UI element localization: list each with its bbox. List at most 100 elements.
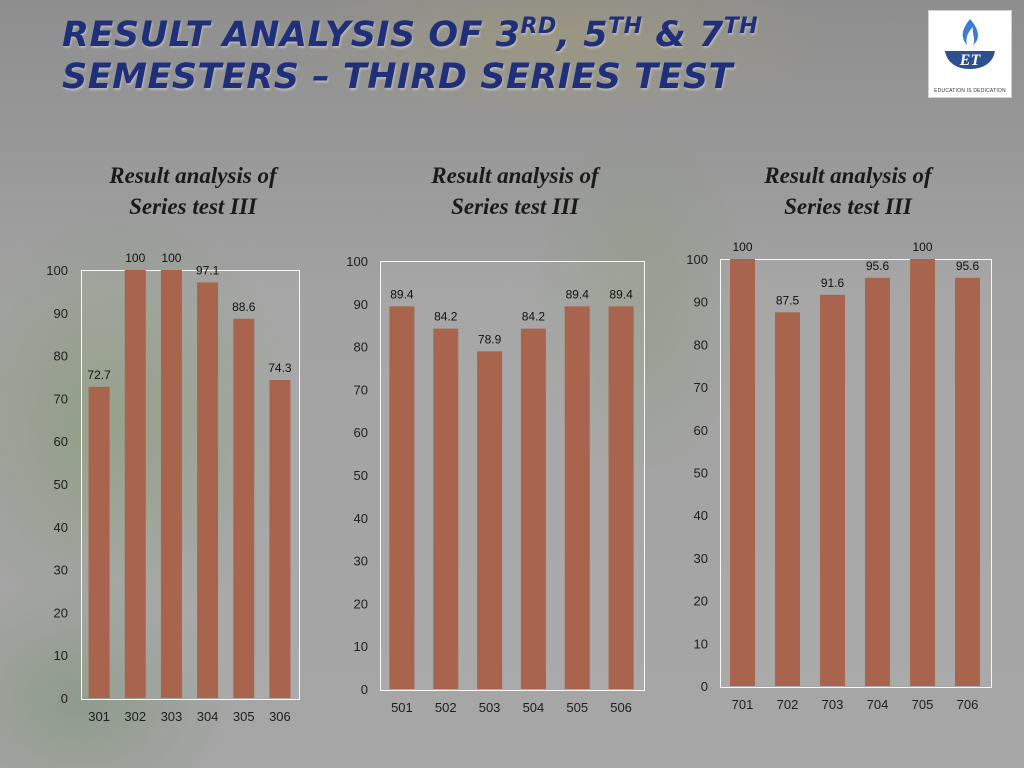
chart-2-x-tick-label-502: 502 bbox=[435, 700, 457, 715]
chart-1-title-line1: Result analysis of bbox=[109, 163, 277, 188]
chart-3-y-tick-label: 50 bbox=[694, 466, 708, 481]
chart-3-y-tick-label: 70 bbox=[694, 380, 708, 395]
chart-2-data-label-502: 84.2 bbox=[434, 310, 458, 324]
chart-1-data-label-302: 100 bbox=[125, 251, 145, 265]
chart-3-data-label-703: 91.6 bbox=[821, 276, 845, 290]
chart-2-y-tick-label: 100 bbox=[346, 254, 368, 269]
chart-2-data-label-504: 84.2 bbox=[522, 310, 546, 324]
chart-3-bar-703 bbox=[820, 294, 845, 686]
chart-3-x-tick-label-701: 701 bbox=[732, 697, 754, 712]
chart-1-y-tick-label: 10 bbox=[54, 648, 68, 663]
chart-3-data-label-701: 100 bbox=[732, 240, 752, 254]
college-logo: ET EDUCATION IS DEDICATION bbox=[928, 10, 1012, 98]
chart-1-bar-306 bbox=[269, 379, 291, 698]
chart-1-title: Result analysis of Series test III bbox=[48, 160, 338, 222]
chart-2-title-line1: Result analysis of bbox=[431, 163, 599, 188]
chart-2-data-label-505: 89.4 bbox=[566, 287, 590, 301]
chart-3-x-tick-label-704: 704 bbox=[867, 697, 889, 712]
chart-2-y-tick-label: 90 bbox=[354, 297, 368, 312]
chart-2-y-tick-label: 30 bbox=[354, 554, 368, 569]
chart-2-y-tick-label: 70 bbox=[354, 382, 368, 397]
chart-1-bar-304 bbox=[197, 282, 219, 698]
chart-3-x-tick-label-706: 706 bbox=[957, 697, 979, 712]
chart-3-title-line1: Result analysis of bbox=[764, 163, 932, 188]
chart-2-bar-505 bbox=[564, 306, 590, 689]
chart-1-x-tick-label-306: 306 bbox=[269, 709, 291, 724]
chart-3-data-label-702: 87.5 bbox=[776, 293, 800, 307]
chart-1-plot-area bbox=[81, 270, 300, 700]
chart-1-data-label-306: 74.3 bbox=[268, 361, 292, 375]
chart-3-y-tick-label: 60 bbox=[694, 423, 708, 438]
chart-2-data-label-501: 89.4 bbox=[390, 287, 414, 301]
chart-2-title: Result analysis of Series test III bbox=[370, 160, 660, 222]
chart-1-x-tick-label-305: 305 bbox=[233, 709, 255, 724]
chart-3-y-tick-label: 20 bbox=[694, 594, 708, 609]
chart-2-bar-501 bbox=[389, 306, 415, 689]
chart-3-bar-702 bbox=[775, 312, 800, 686]
chart-3-x-tick-label-702: 702 bbox=[777, 697, 799, 712]
chart-3-bar-704 bbox=[865, 277, 890, 686]
chart-3-title-line2: Series test III bbox=[784, 194, 912, 219]
chart-2-data-label-503: 78.9 bbox=[478, 332, 502, 346]
chart-3-y-tick-label: 0 bbox=[701, 679, 708, 694]
chart-2-y-tick-label: 10 bbox=[354, 639, 368, 654]
chart-2-x-tick-label-501: 501 bbox=[391, 700, 413, 715]
chart-3-x-tick-label-703: 703 bbox=[822, 697, 844, 712]
chart-1-bar-302 bbox=[124, 270, 146, 698]
chart-1-y-tick-label: 90 bbox=[54, 306, 68, 321]
chart-2-y-tick-label: 40 bbox=[354, 511, 368, 526]
title-sup-rd: RD bbox=[520, 14, 557, 39]
title-sup-th-5: TH bbox=[608, 14, 643, 39]
chart-3-data-label-706: 95.6 bbox=[956, 259, 980, 273]
chart-2-y-tick-label: 0 bbox=[361, 682, 368, 697]
chart-1-y-tick-label: 40 bbox=[54, 520, 68, 535]
chart-2-plot-area bbox=[380, 261, 645, 691]
chart-2-bar-506 bbox=[608, 306, 634, 689]
chart-1-y-tick-label: 0 bbox=[61, 691, 68, 706]
chart-3-y-tick-label: 90 bbox=[694, 295, 708, 310]
title-text-3: RESULT ANALYSIS OF 3 bbox=[62, 15, 521, 55]
chart-1-x-tick-label-304: 304 bbox=[197, 709, 219, 724]
chart-2-data-label-506: 89.4 bbox=[609, 287, 633, 301]
chart-1-data-label-304: 97.1 bbox=[196, 263, 220, 277]
chart-2-bar-502 bbox=[433, 328, 459, 689]
chart-3-x-tick-label-705: 705 bbox=[912, 697, 934, 712]
chart-3-data-label-705: 100 bbox=[912, 240, 932, 254]
chart-3-bar-701 bbox=[730, 259, 755, 686]
title-sup-th-7: TH bbox=[723, 14, 759, 39]
title-text-7: & 7 bbox=[642, 15, 724, 55]
chart-3-title: Result analysis of Series test III bbox=[703, 160, 993, 222]
logo-tagline: EDUCATION IS DEDICATION bbox=[934, 88, 1006, 94]
chart-2-y-tick-label: 20 bbox=[354, 596, 368, 611]
chart-1-x-tick-label-302: 302 bbox=[124, 709, 146, 724]
chart-1-x-tick-label-301: 301 bbox=[88, 709, 110, 724]
chart-1-title-line2: Series test III bbox=[129, 194, 257, 219]
chart-1-y-tick-label: 50 bbox=[54, 477, 68, 492]
chart-2-x-tick-label-506: 506 bbox=[610, 700, 632, 715]
chart-1-y-tick-label: 60 bbox=[54, 434, 68, 449]
chart-1-data-label-301: 72.7 bbox=[87, 368, 111, 382]
chart-1-y-tick-label: 70 bbox=[54, 391, 68, 406]
chart-1-y-tick-label: 80 bbox=[54, 349, 68, 364]
chart-1-bar-303 bbox=[160, 270, 182, 698]
chart-2-x-tick-label-504: 504 bbox=[523, 700, 545, 715]
svg-text:ET: ET bbox=[959, 52, 982, 69]
chart-3-y-tick-label: 40 bbox=[694, 508, 708, 523]
chart-1-bar-301 bbox=[88, 386, 110, 698]
chart-1-y-tick-label: 20 bbox=[54, 605, 68, 620]
chart-3-plot-area bbox=[720, 259, 992, 688]
chart-2-title-line2: Series test III bbox=[451, 194, 579, 219]
chart-3-y-tick-label: 30 bbox=[694, 551, 708, 566]
chart-2-bar-504 bbox=[520, 328, 546, 689]
chart-1-x-tick-label-303: 303 bbox=[161, 709, 183, 724]
chart-2-x-tick-label-505: 505 bbox=[566, 700, 588, 715]
chart-1-data-label-303: 100 bbox=[161, 251, 181, 265]
chart-1-y-tick-label: 100 bbox=[46, 263, 68, 278]
chart-2-y-tick-label: 80 bbox=[354, 340, 368, 355]
slide-title: RESULT ANALYSIS OF 3RD, 5TH & 7TH SEMEST… bbox=[62, 14, 758, 98]
chart-2-y-tick-label: 60 bbox=[354, 425, 368, 440]
chart-3-data-label-704: 95.6 bbox=[866, 259, 890, 273]
